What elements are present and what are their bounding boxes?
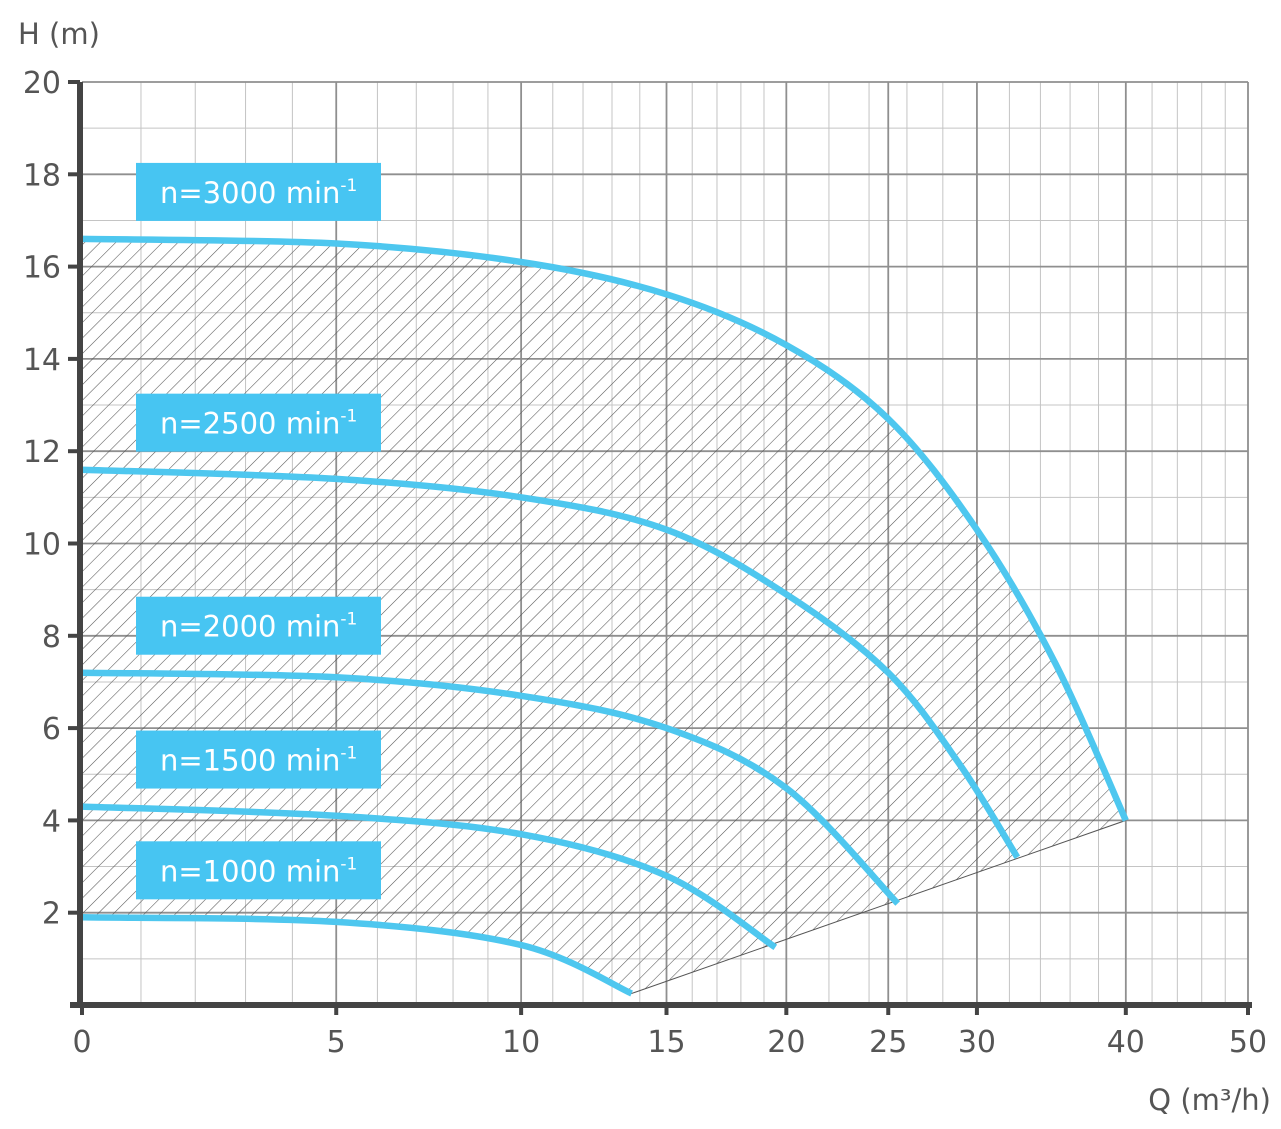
x-tick-label: 30 (958, 1025, 996, 1060)
x-tick-label: 0 (72, 1025, 91, 1060)
series-label-box (136, 730, 381, 789)
y-tick-label: 4 (42, 804, 61, 839)
series-label-text: n=1000 min-1 (160, 854, 357, 888)
y-tick-label: 10 (23, 528, 61, 563)
curve-series-3 (81, 669, 901, 906)
series-label-text: n=1500 min-1 (160, 744, 357, 778)
curve-series-4 (81, 803, 778, 951)
x-tick-label: 25 (869, 1025, 907, 1060)
y-tick-label: 6 (42, 712, 61, 747)
x-tick-label: 50 (1229, 1025, 1267, 1060)
series-label-5: n=1000 min-1 (136, 841, 381, 900)
y-tick-label: 8 (42, 620, 61, 655)
speed-curves (81, 235, 1129, 997)
series-label-box (136, 841, 381, 900)
series-label-exponent: -1 (340, 744, 357, 764)
x-tick-label: 10 (502, 1025, 540, 1060)
series-label-3: n=2000 min-1 (136, 596, 381, 655)
series-label-exponent: -1 (340, 176, 357, 196)
series-label-box (136, 596, 381, 655)
x-axis-title: Q (m³/h) (1148, 1083, 1271, 1117)
y-axis-title: H (m) (18, 17, 100, 51)
y-tick-label: 20 (23, 66, 61, 101)
curve-series-5 (81, 914, 633, 997)
series-label-1: n=3000 min-1 (136, 162, 381, 221)
axis-ticks: 0 5 10 15 20 25 30 40 50 2 4 6 8 10 12 14 16 18 20 (23, 66, 1267, 1060)
series-label-box (136, 393, 381, 452)
curve-series-2 (81, 466, 1021, 860)
y-tick-label: 16 (23, 251, 61, 286)
series-label-exponent: -1 (340, 407, 357, 427)
y-tick-label: 14 (23, 343, 61, 378)
x-tick-label: 40 (1107, 1025, 1145, 1060)
y-tick-label: 18 (23, 158, 61, 193)
y-tick-label: 2 (42, 897, 61, 932)
series-label-text: n=2000 min-1 (160, 610, 357, 644)
curve-series-1 (81, 235, 1129, 822)
series-label-exponent: -1 (340, 854, 357, 874)
series-labels: n=3000 min-1 n=2500 min-1 n=2000 min-1 n=15… (136, 162, 381, 900)
series-label-box (136, 162, 381, 221)
series-label-text: n=2500 min-1 (160, 407, 357, 441)
x-tick-label: 15 (647, 1025, 685, 1060)
x-tick-label: 5 (327, 1025, 346, 1060)
series-label-4: n=1500 min-1 (136, 730, 381, 789)
series-label-text: n=3000 min-1 (160, 176, 357, 210)
series-label-exponent: -1 (340, 610, 357, 630)
x-tick-label: 20 (767, 1025, 805, 1060)
y-tick-label: 12 (23, 435, 61, 470)
series-label-2: n=2500 min-1 (136, 393, 381, 452)
